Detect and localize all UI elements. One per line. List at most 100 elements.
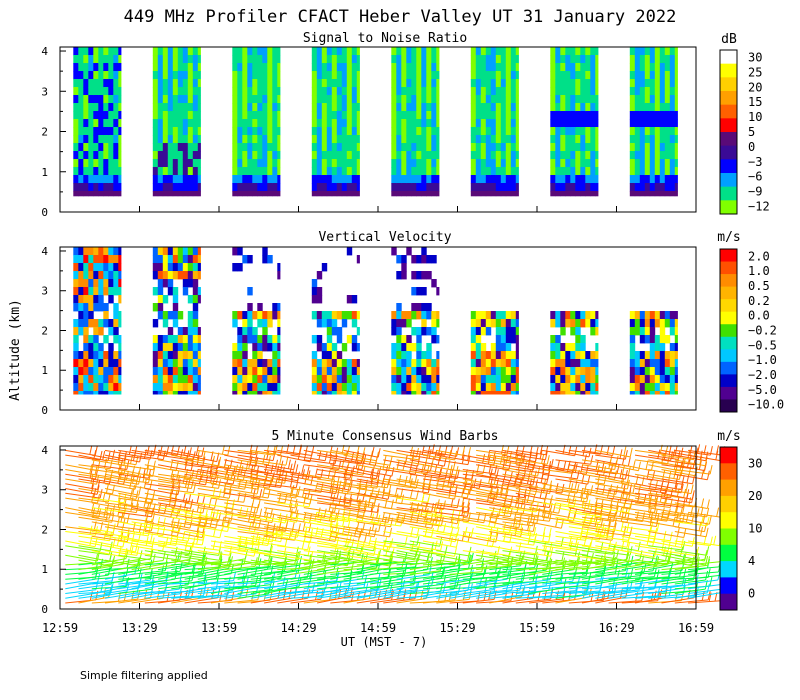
wind-barb-flag bbox=[370, 487, 374, 497]
heatmap-cell bbox=[575, 183, 581, 192]
heatmap-cell bbox=[321, 127, 328, 136]
wind-barb-flag bbox=[434, 450, 438, 460]
heatmap-cell bbox=[401, 71, 407, 80]
wind-barb-flag bbox=[464, 526, 468, 537]
colorbar-label: −1.0 bbox=[748, 353, 777, 367]
heatmap-cell bbox=[550, 119, 556, 128]
heatmap-cell bbox=[351, 175, 358, 184]
heatmap-cell bbox=[152, 103, 159, 112]
wind-barb-shaft bbox=[555, 571, 587, 575]
wind-barb-shaft bbox=[197, 580, 234, 585]
heatmap-cell bbox=[247, 87, 253, 96]
wind-barb-shaft bbox=[396, 589, 428, 594]
heatmap-cell bbox=[197, 263, 201, 272]
colorbar-swatch bbox=[720, 361, 737, 375]
heatmap-cell bbox=[88, 143, 94, 152]
heatmap-cell bbox=[654, 47, 661, 56]
heatmap-cell bbox=[78, 287, 84, 296]
heatmap-cell bbox=[629, 319, 636, 328]
heatmap-cell bbox=[475, 55, 482, 64]
heatmap-cell bbox=[669, 79, 676, 88]
heatmap-cell bbox=[83, 87, 89, 96]
wind-barb-shaft bbox=[462, 559, 495, 566]
wind-barb-shaft bbox=[91, 531, 128, 538]
wind-barb-shaft bbox=[476, 554, 509, 561]
wind-barb-shaft bbox=[462, 488, 497, 496]
heatmap-cell bbox=[267, 151, 273, 160]
heatmap-cell bbox=[590, 47, 596, 56]
heatmap-cell bbox=[93, 263, 99, 272]
heatmap-cell bbox=[485, 175, 492, 184]
heatmap-cell bbox=[232, 71, 238, 80]
heatmap-cell bbox=[108, 263, 114, 272]
heatmap-cell bbox=[505, 375, 512, 384]
heatmap-cell bbox=[157, 119, 164, 128]
heatmap-cell bbox=[118, 279, 122, 288]
heatmap-cell bbox=[98, 103, 104, 112]
heatmap-cell bbox=[406, 247, 412, 256]
wind-barb-shaft bbox=[277, 454, 311, 463]
wind-barb-flag bbox=[208, 498, 212, 508]
wind-barb-flag bbox=[537, 591, 541, 601]
heatmap-cell bbox=[436, 351, 440, 360]
heatmap-cell bbox=[98, 47, 104, 56]
heatmap-cell bbox=[570, 151, 576, 160]
heatmap-cell bbox=[272, 135, 278, 144]
wind-barb-flag bbox=[495, 469, 499, 479]
heatmap-cell bbox=[108, 391, 114, 395]
heatmap-cell bbox=[575, 359, 581, 368]
heatmap-cell bbox=[570, 327, 576, 336]
heatmap-cell bbox=[257, 383, 263, 392]
wind-barb-shaft bbox=[158, 580, 193, 585]
heatmap-cell bbox=[565, 143, 571, 152]
heatmap-cell bbox=[475, 127, 482, 136]
colorbar-swatch bbox=[720, 104, 737, 119]
heatmap-cell bbox=[321, 63, 328, 72]
heatmap-cell bbox=[391, 327, 397, 336]
wind-barb-shaft bbox=[396, 545, 432, 552]
heatmap-cell bbox=[391, 359, 397, 368]
heatmap-cell bbox=[396, 303, 402, 312]
wind-barb-shaft bbox=[317, 593, 348, 599]
heatmap-cell bbox=[162, 391, 169, 395]
heatmap-cell bbox=[252, 95, 258, 104]
colorbar-label: 0.0 bbox=[748, 309, 770, 323]
heatmap-cell bbox=[550, 63, 556, 72]
heatmap-cell bbox=[326, 183, 333, 192]
wind-barb-shaft bbox=[118, 483, 151, 490]
heatmap-cell bbox=[98, 151, 104, 160]
snr-heatmap-cells bbox=[73, 47, 678, 197]
heatmap-cell bbox=[108, 47, 114, 56]
heatmap-cell bbox=[113, 111, 119, 120]
heatmap-cell bbox=[649, 319, 656, 328]
heatmap-cell bbox=[595, 151, 599, 160]
wind-barb-flag bbox=[278, 492, 282, 503]
wind-barb-flag bbox=[522, 453, 526, 464]
heatmap-cell bbox=[436, 127, 440, 136]
velocity-colorbar: 2.01.00.50.20.0−0.2−0.5−1.0−2.0−5.0−10.0 bbox=[719, 248, 784, 413]
heatmap-cell bbox=[644, 103, 651, 112]
heatmap-cell bbox=[326, 103, 333, 112]
wind-barb-shaft bbox=[515, 585, 547, 590]
heatmap-cell bbox=[674, 311, 678, 320]
heatmap-cell bbox=[262, 143, 268, 152]
heatmap-cell bbox=[237, 63, 243, 72]
wind-barb-shaft bbox=[409, 540, 440, 547]
wind-barb-flag bbox=[152, 503, 156, 513]
wind-barb-flag bbox=[351, 560, 355, 570]
heatmap-cell bbox=[401, 119, 407, 128]
heatmap-cell bbox=[664, 311, 671, 320]
wind-barb-shaft bbox=[303, 531, 338, 538]
heatmap-cell bbox=[103, 175, 109, 184]
wind-barb-shaft bbox=[528, 583, 561, 590]
wind-barb-shaft bbox=[158, 449, 190, 457]
heatmap-cell bbox=[113, 47, 119, 56]
heatmap-cell bbox=[669, 327, 676, 336]
heatmap-cell bbox=[232, 143, 238, 152]
heatmap-cell bbox=[192, 295, 199, 304]
heatmap-cell bbox=[152, 127, 159, 136]
heatmap-cell bbox=[311, 103, 318, 112]
heatmap-cell bbox=[436, 375, 440, 384]
heatmap-cell bbox=[192, 103, 199, 112]
heatmap-cell bbox=[664, 351, 671, 360]
